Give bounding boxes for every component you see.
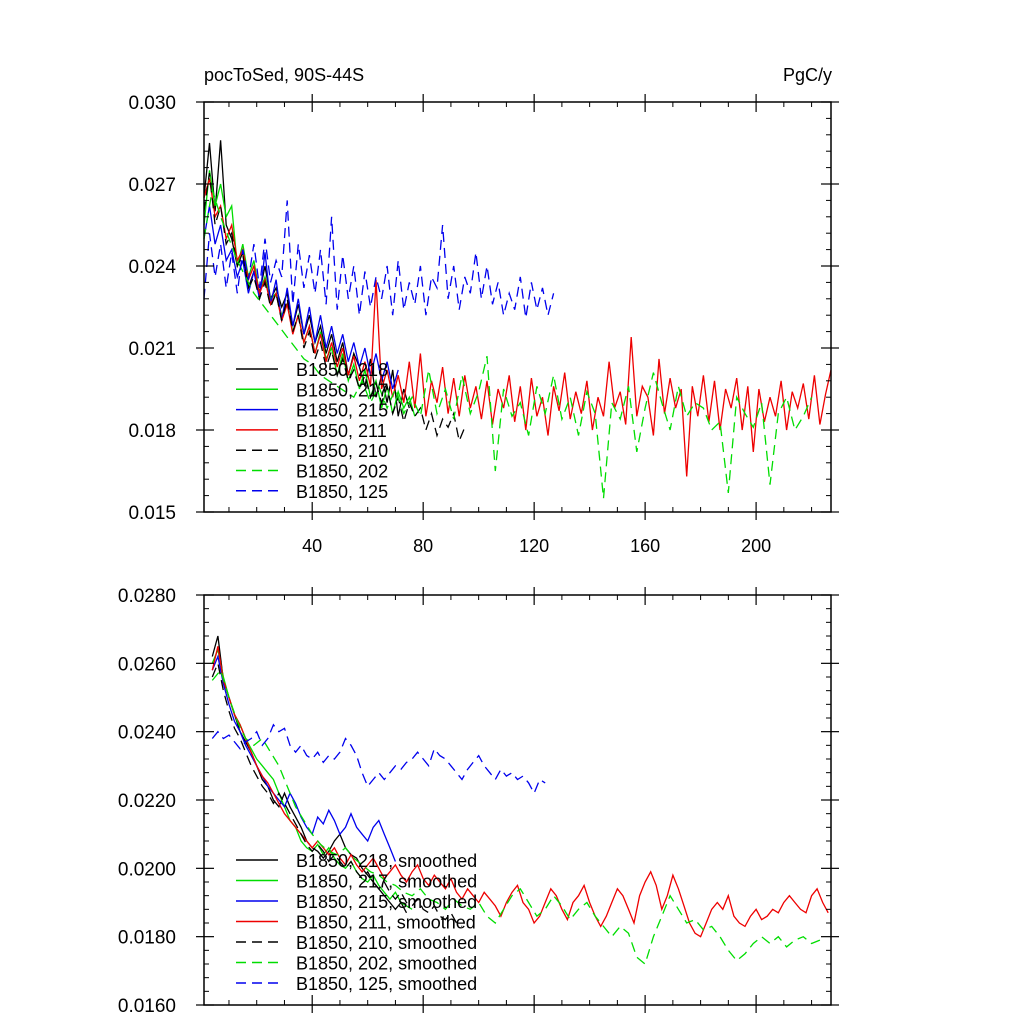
top-y-tick-label: 0.027 [128,175,176,196]
bottom-y-tick-label: 0.0160 [118,996,176,1017]
bottom-panel-ticks: 0.0160 0.0180 0.0200 0.0220 0.0240 0.0260 0.02… [118,586,839,1017]
top-panel-series [203,140,832,499]
bottom-y-tick-label: 0.0240 [118,723,176,744]
top-legend-label: B1850, 125 [296,482,388,502]
top-legend-label: B1850, 211 [296,421,387,441]
top-series-line-5 [203,189,813,499]
top-legend-label: B1850, 217 [296,380,388,400]
bottom-series-line-4 [211,661,463,927]
top-y-tick-label: 0.015 [128,503,176,524]
top-series-line-6 [203,200,555,319]
bottom-panel-series [211,635,829,966]
bottom-series-line-6 [211,723,546,795]
bottom-legend-label: B1850, 218, smoothed [296,851,477,871]
top-x-tick-label: 80 [413,536,433,556]
top-panel-frame [203,101,832,513]
top-x-tick-label: 120 [519,536,549,556]
bottom-series-line-3 [211,646,829,938]
top-y-tick-label: 0.024 [128,257,176,278]
figure-title: pocToSed, 90S-44S [204,65,364,85]
bottom-legend-label: B1850, 211, smoothed [296,913,476,933]
bottom-legend-label: B1850, 210, smoothed [296,933,477,953]
bottom-y-tick-label: 0.0180 [118,928,176,949]
top-legend-label: B1850, 218 [296,360,388,380]
bottom-legend-label: B1850, 202, smoothed [296,954,477,974]
top-x-tick-label: 40 [302,536,322,556]
bottom-y-tick-label: 0.0220 [118,791,176,812]
top-series-line-4 [203,173,466,444]
top-legend-label: B1850, 215 [296,401,388,421]
bottom-series-line-2 [211,654,397,862]
top-legend-label: B1850, 210 [296,441,388,461]
top-panel-ticks: 40 80 120 160 200 0.015 0.018 0.021 0.024 0.027 0.… [128,93,839,556]
bottom-y-tick-label: 0.0280 [118,586,176,607]
bottom-y-tick-label: 0.0200 [118,859,176,880]
bottom-y-tick-label: 0.0260 [118,654,176,675]
top-legend-label: B1850, 202 [296,462,388,482]
bottom-legend-label: B1850, 125, smoothed [296,974,477,994]
bottom-legend-label: B1850, 217, smoothed [296,872,477,892]
top-y-tick-label: 0.018 [128,421,176,442]
bottom-legend-label: B1850, 215, smoothed [296,892,477,912]
top-x-tick-label: 160 [630,536,660,556]
top-y-tick-label: 0.021 [128,339,176,360]
top-x-tick-label: 200 [741,536,771,556]
top-series-line-3 [203,178,832,477]
bottom-panel: 0.0160 0.0180 0.0200 0.0220 0.0240 0.0260 0.02… [118,586,839,1017]
top-series-line-2 [203,205,399,390]
top-y-tick-label: 0.030 [128,93,176,114]
figure-units: PgC/y [783,65,832,85]
top-panel: 40 80 120 160 200 0.015 0.018 0.021 0.024 0.027 0.… [128,93,839,556]
